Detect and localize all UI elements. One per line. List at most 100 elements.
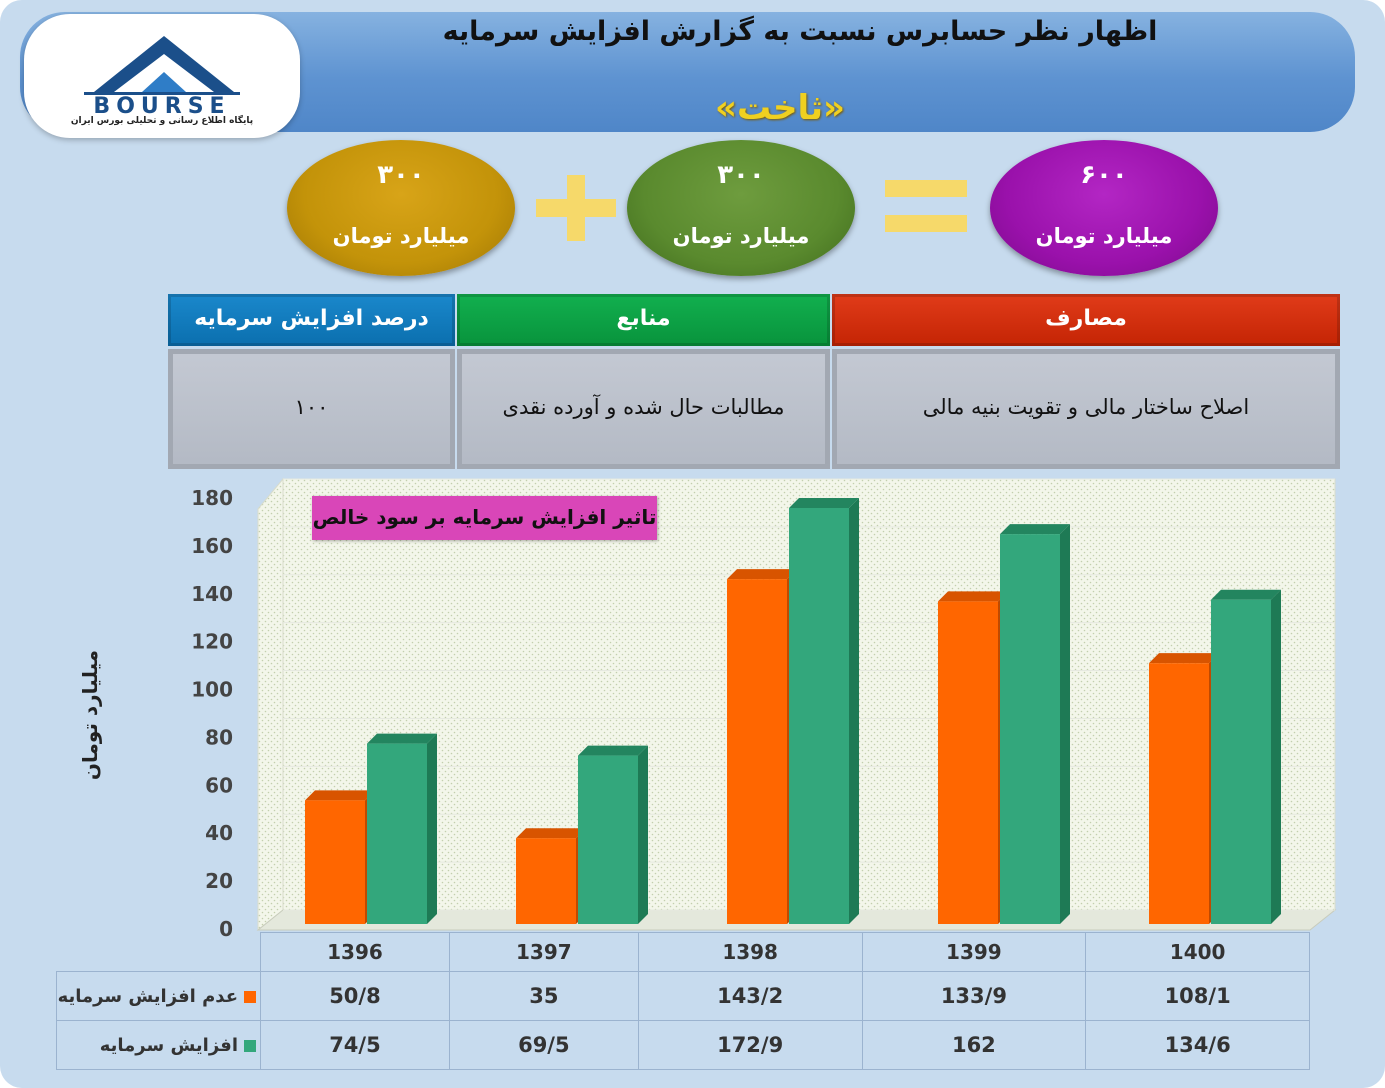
data-label: 74/5	[260, 1020, 450, 1070]
plot-side-wall	[257, 477, 284, 932]
category-row: 1396 1397 1398 1399 1400	[57, 932, 1310, 972]
data-label: 172/9	[637, 1020, 863, 1070]
sources-header: منابع	[457, 294, 830, 346]
bar	[1149, 653, 1219, 924]
category-label: 1399	[861, 932, 1087, 972]
operand-a-oval: ۳۰۰ میلیارد تومان	[287, 140, 515, 276]
y-tick-label: 40	[205, 821, 233, 845]
bar-front	[578, 755, 638, 924]
bar-front	[789, 508, 849, 924]
bar-top	[1149, 653, 1219, 664]
bar	[516, 828, 586, 924]
sources-value: مطالبات حال شده و آورده نقدی	[457, 349, 830, 469]
bar-front	[938, 601, 998, 924]
data-label: 134/6	[1085, 1020, 1310, 1070]
bar	[789, 498, 859, 924]
bar	[305, 790, 375, 924]
data-label: 69/5	[448, 1020, 639, 1070]
bar-top	[1000, 524, 1070, 535]
bar-top	[367, 733, 437, 744]
bar	[938, 591, 1008, 924]
series-row-no-increase: عدم افزایش سرمایه 50/8 35 143/2 133/9 108/1	[56, 971, 1310, 1021]
series-row-increase: افزایش سرمایه 74/5 69/5 172/9 162 134/6	[56, 1020, 1310, 1070]
y-tick-label: 0	[219, 917, 233, 940]
data-label: 108/1	[1085, 971, 1310, 1021]
result-oval: ۶۰۰ میلیارد تومان	[990, 140, 1218, 276]
y-tick-label: 60	[205, 773, 233, 797]
operand-b-unit: میلیارد تومان	[672, 224, 810, 248]
bar-top	[727, 569, 797, 580]
category-row-spacer	[57, 933, 261, 972]
legend-increase: افزایش سرمایه	[56, 1020, 261, 1070]
bar	[1000, 524, 1070, 924]
y-axis-label: میلیارد تومان	[78, 649, 102, 781]
operand-a-unit: میلیارد تومان	[332, 224, 470, 248]
y-tick-label: 80	[205, 725, 233, 749]
bar-chart: 0 20 40 60 80 100 120 140 160 180	[191, 477, 1337, 940]
data-label: 143/2	[637, 971, 863, 1021]
operand-a-value: ۳۰۰	[377, 160, 425, 190]
legend-no-increase: عدم افزایش سرمایه	[56, 971, 261, 1021]
legend-swatch-green	[244, 1039, 256, 1052]
category-label: 1398	[637, 932, 863, 972]
bar-front	[727, 579, 787, 924]
bar-front	[1211, 599, 1271, 924]
bar-side	[638, 745, 648, 924]
bars	[305, 498, 1281, 924]
y-tick-label: 100	[191, 678, 233, 702]
bar-side	[427, 733, 437, 924]
data-label: 35	[448, 971, 639, 1021]
bar-top	[1211, 589, 1281, 600]
category-label: 1396	[260, 932, 450, 972]
bar-front	[516, 838, 576, 924]
y-tick-label: 180	[191, 486, 233, 510]
bar	[727, 569, 797, 924]
bar-front	[1149, 663, 1209, 924]
bar-top	[789, 498, 859, 509]
legend-label-increase: افزایش سرمایه	[99, 1034, 238, 1056]
bar-top	[578, 745, 648, 756]
bar	[367, 733, 437, 924]
bar-front	[367, 743, 427, 924]
bar	[578, 745, 648, 924]
percent-header: درصد افزایش سرمایه	[168, 294, 455, 346]
category-label: 1397	[448, 932, 639, 972]
y-tick-label: 20	[205, 869, 233, 893]
bar	[1211, 589, 1281, 924]
costs-header: مصارف	[832, 294, 1340, 346]
legend-label-no-increase: عدم افزایش سرمایه	[57, 985, 238, 1007]
bar-side	[1060, 524, 1070, 924]
bar-top	[516, 828, 586, 839]
costs-value: اصلاح ساختار مالی و تقویت بنیه مالی	[832, 349, 1340, 469]
bar-side	[849, 498, 859, 924]
y-tick-label: 160	[191, 534, 233, 558]
category-label: 1400	[1085, 932, 1310, 972]
operand-b-value: ۳۰۰	[717, 160, 765, 190]
y-tick-label: 120	[191, 630, 233, 654]
equals-icon	[885, 180, 967, 234]
data-label: 50/8	[260, 971, 450, 1021]
logo-text: BOURSE	[93, 94, 231, 119]
percent-value: ۱۰۰	[168, 349, 455, 469]
bar-front	[1000, 534, 1060, 924]
bar-side	[1271, 589, 1281, 924]
data-table: 1396 1397 1398 1399 1400 عدم افزایش سرمایه 5…	[56, 932, 1310, 1070]
bar-top	[938, 591, 1008, 602]
plus-icon	[536, 175, 616, 241]
bar-top	[305, 790, 375, 801]
data-label: 162	[861, 1020, 1087, 1070]
bar-front	[305, 800, 365, 924]
logo-mark-icon	[84, 36, 240, 95]
result-unit: میلیارد تومان	[1035, 224, 1173, 248]
data-label: 133/9	[861, 971, 1087, 1021]
result-value: ۶۰۰	[1080, 160, 1128, 190]
chart-title: تاثیر افزایش سرمایه بر سود خالص	[312, 496, 657, 540]
logo: BOURSE پایگاه اطلاع رسانی و تحلیلی بورس …	[24, 14, 300, 138]
page-title: اظهار نظر حسابرس نسبت به گزارش افزایش سر…	[442, 16, 1158, 47]
y-tick-label: 140	[191, 582, 233, 606]
stock-symbol: «ثاخت»	[715, 88, 845, 128]
operand-b-oval: ۳۰۰ میلیارد تومان	[627, 140, 855, 276]
legend-swatch-orange	[244, 990, 256, 1003]
logo-tagline: پایگاه اطلاع رسانی و تحلیلی بورس ایران	[70, 116, 254, 126]
